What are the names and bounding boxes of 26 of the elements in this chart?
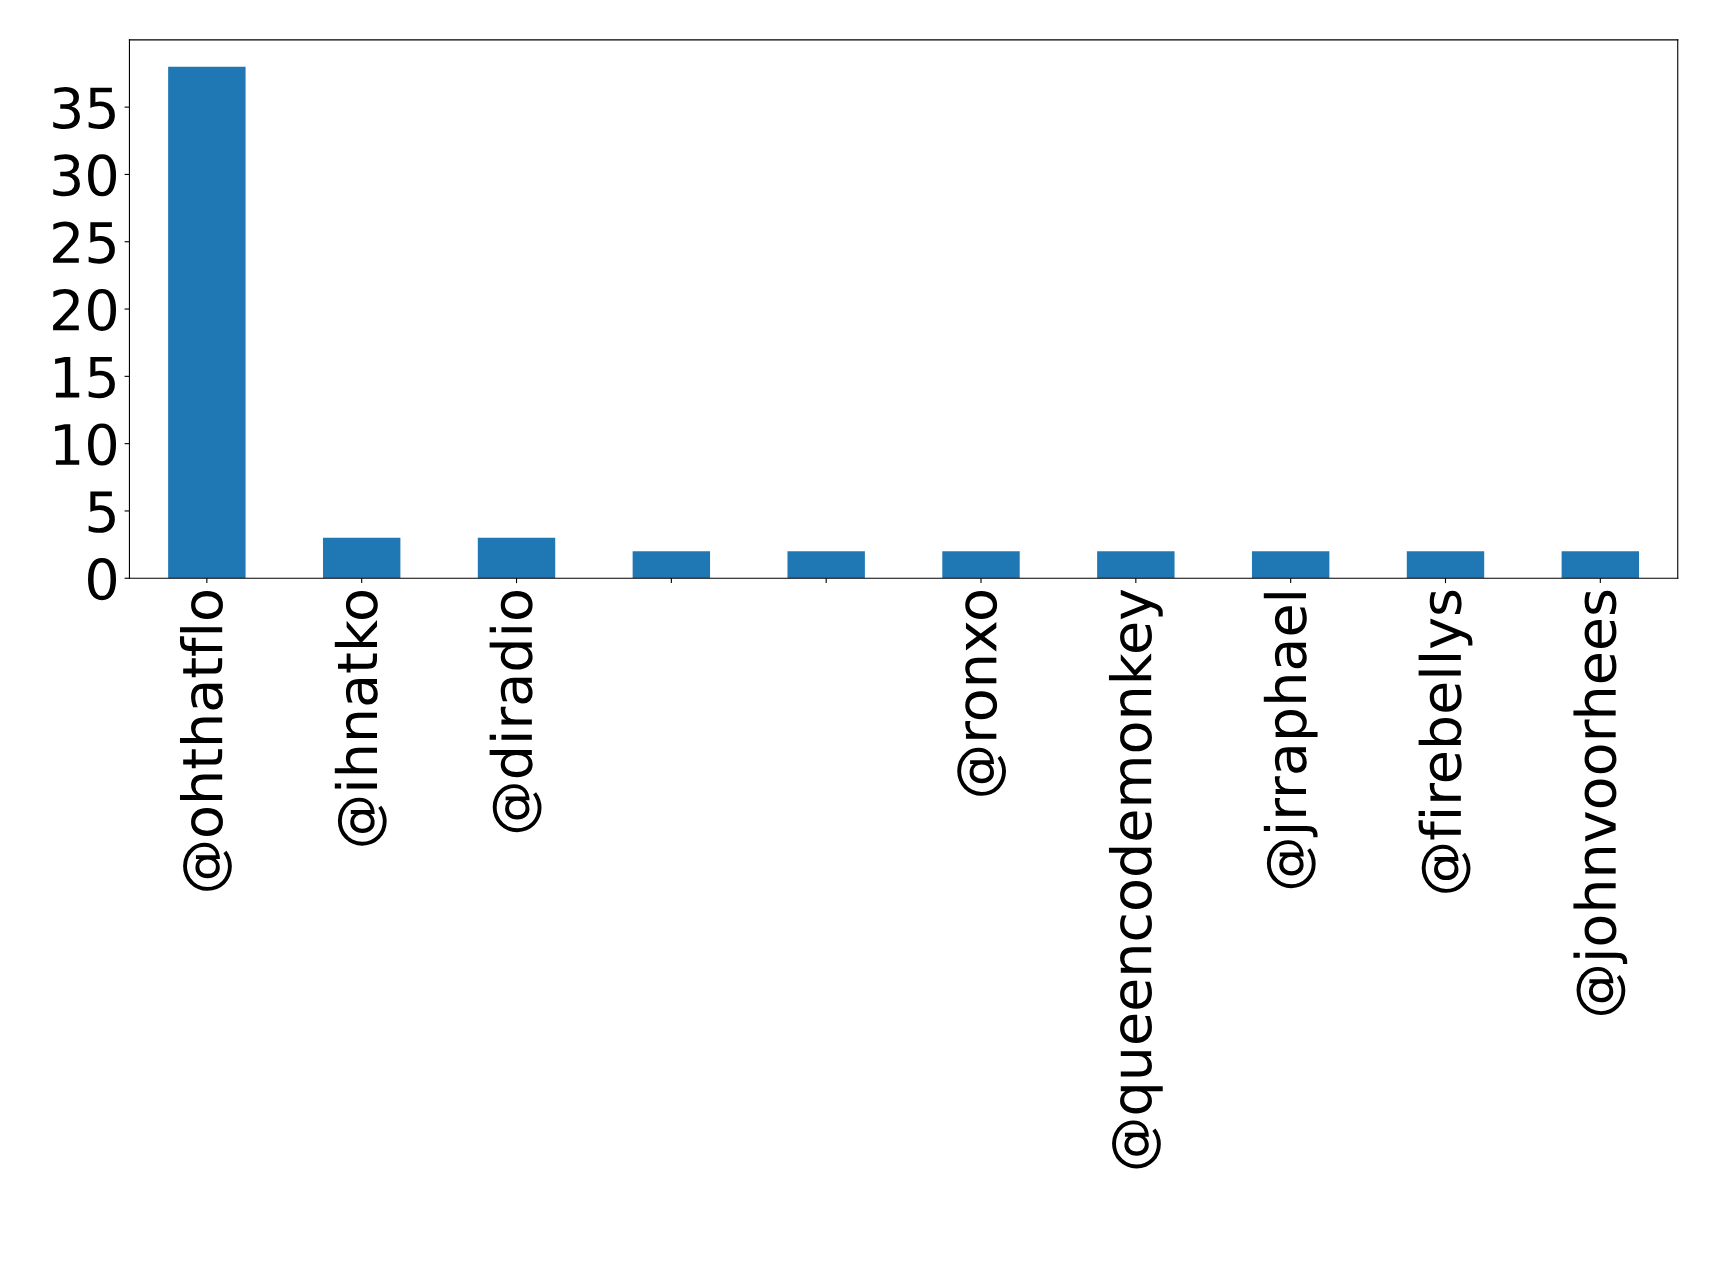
bar xyxy=(1561,551,1640,579)
bar xyxy=(632,551,711,579)
x-tick-label: @firebellys xyxy=(1418,590,1473,893)
bar xyxy=(322,537,401,579)
bar xyxy=(1097,551,1175,579)
x-tick-label: @diradio xyxy=(489,591,542,833)
y-tick-label: 5 xyxy=(88,491,115,533)
x-tick-label: @queencodemonkey xyxy=(1108,589,1163,1169)
x-tick-label: @ihnatko xyxy=(334,591,387,846)
y-tick-label: 35 xyxy=(53,87,115,130)
x-tick-label: @ronxo xyxy=(957,591,1006,796)
bar xyxy=(1406,551,1485,579)
y-tick-label: 10 xyxy=(55,423,117,466)
bar xyxy=(477,537,556,579)
y-tick-label: 20 xyxy=(53,288,117,331)
bar xyxy=(1251,551,1330,579)
y-tick-label: 0 xyxy=(88,558,117,601)
bar xyxy=(942,551,1020,579)
bar xyxy=(787,551,865,579)
y-tick-label: 25 xyxy=(53,221,115,264)
y-tick-label: 15 xyxy=(55,356,115,399)
x-tick-label: @jrraphael xyxy=(1263,593,1318,889)
bar xyxy=(168,66,246,579)
y-tick-label: 30 xyxy=(53,154,117,197)
x-tick-label: @ohthatflo xyxy=(179,591,232,891)
x-tick-label: @johnvoorhees xyxy=(1573,590,1628,1015)
